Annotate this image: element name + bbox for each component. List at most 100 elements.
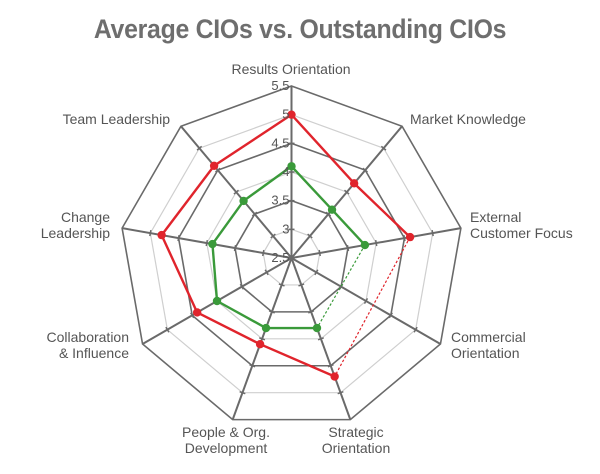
axis-tick xyxy=(239,390,246,395)
axis-tick xyxy=(165,326,170,333)
data-point xyxy=(349,179,359,188)
axis-tick xyxy=(374,239,378,247)
axis-tick xyxy=(239,283,244,290)
radar-axis-ticks xyxy=(149,113,434,395)
axis-tick xyxy=(251,211,258,217)
data-point xyxy=(239,196,248,206)
series-line xyxy=(259,343,336,378)
axis-tick xyxy=(413,326,418,333)
category-label: Commercial Orientation xyxy=(451,329,526,361)
series-line xyxy=(196,311,261,346)
axis-tick xyxy=(233,189,240,195)
radar-grid-rings xyxy=(121,85,462,421)
grid-ring xyxy=(262,228,321,286)
data-point xyxy=(287,110,296,119)
radial-tick-label: 5.5 xyxy=(271,78,289,93)
series-line xyxy=(331,208,366,246)
series-line xyxy=(290,113,356,185)
axis-tick xyxy=(362,167,368,173)
axis-tick xyxy=(318,249,321,257)
axis-tick xyxy=(317,337,324,341)
data-point xyxy=(360,240,370,250)
axis-tick xyxy=(249,364,256,368)
series-average xyxy=(208,162,370,333)
axis-tick xyxy=(215,167,221,173)
data-point xyxy=(212,296,222,306)
axis-tick xyxy=(363,298,369,304)
axis-tick xyxy=(149,230,152,237)
grid-ring xyxy=(121,85,462,421)
radial-tick-label: 5 xyxy=(282,107,289,122)
series-outstanding xyxy=(157,110,415,381)
axis-tick xyxy=(380,145,387,151)
axis-tick xyxy=(270,233,276,239)
series-line xyxy=(211,200,245,245)
axis-tick xyxy=(314,269,319,276)
series-line xyxy=(160,165,216,236)
series-line xyxy=(290,165,333,211)
axis-tick xyxy=(262,249,265,257)
axis-tick xyxy=(177,235,180,242)
data-point xyxy=(192,308,202,317)
axis-tick xyxy=(431,230,434,237)
missing-data-connector xyxy=(334,236,411,377)
data-point xyxy=(312,323,322,333)
axis-tick xyxy=(325,211,332,217)
axis-tick xyxy=(388,312,393,319)
axis-tick xyxy=(346,244,350,252)
radial-tick-label: 4.5 xyxy=(271,135,289,150)
series-line xyxy=(353,182,411,238)
axis-tick xyxy=(298,283,305,287)
axis-tick xyxy=(337,390,344,395)
category-labels: Results Orientation Market Knowledge Exter… xyxy=(41,61,573,456)
radial-tick-label: 3.5 xyxy=(271,193,289,208)
series-line xyxy=(211,243,219,302)
axis-tick xyxy=(343,189,350,195)
axis-tick xyxy=(205,239,209,247)
radial-tick-label: 3 xyxy=(282,221,289,236)
data-point xyxy=(209,161,219,170)
axis-tick xyxy=(327,364,334,368)
axis-tick xyxy=(233,244,237,252)
category-label: People & Org. Development xyxy=(182,424,270,456)
axis-tick xyxy=(308,310,315,314)
series-line xyxy=(213,113,293,167)
series-line xyxy=(216,299,267,330)
axis-tick xyxy=(196,145,203,151)
category-label: Change Leadership xyxy=(41,209,110,241)
grid-ring xyxy=(206,171,377,340)
missing-data-connector xyxy=(316,244,366,329)
data-point xyxy=(255,340,265,349)
data-point xyxy=(157,230,166,240)
series-line xyxy=(160,234,199,313)
category-label: Results Orientation xyxy=(231,61,350,77)
category-label: Collaboration & Influence xyxy=(47,329,130,361)
data-point xyxy=(287,162,296,171)
data-point xyxy=(405,232,415,242)
axis-tick xyxy=(307,233,313,239)
axis-tick xyxy=(268,310,275,314)
axis-tick xyxy=(403,235,406,242)
radial-tick-label: 4 xyxy=(282,164,289,179)
data-point xyxy=(327,205,337,214)
grid-ring xyxy=(177,142,406,367)
chart-title: Average CIOs vs. Outstanding CIOs xyxy=(93,14,507,44)
category-label: Strategic Orientation xyxy=(322,424,390,456)
category-label: External Customer Focus xyxy=(470,209,573,241)
data-point xyxy=(330,372,339,381)
axis-tick xyxy=(264,269,269,276)
category-label: Team Leadership xyxy=(63,111,171,127)
axis-tick xyxy=(190,312,195,319)
axis-tick xyxy=(259,337,266,341)
axis-tick xyxy=(278,283,285,287)
series-line xyxy=(242,165,293,202)
radial-tick-label: 2.5 xyxy=(271,250,289,265)
category-label: Market Knowledge xyxy=(410,111,526,127)
data-point xyxy=(208,239,217,249)
data-point xyxy=(261,323,271,333)
radial-tick-labels: 2.5 3 3.5 4 4.5 5 5.5 xyxy=(271,78,289,265)
radar-series xyxy=(157,110,415,381)
grid-ring xyxy=(234,199,349,313)
grid-ring xyxy=(149,114,434,394)
